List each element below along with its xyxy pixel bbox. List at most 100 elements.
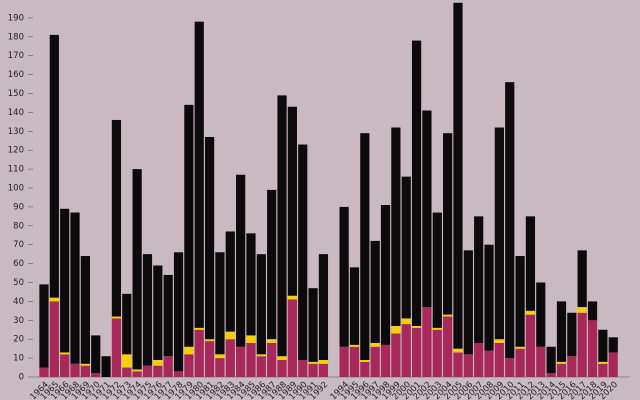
bar-segment [80,363,90,366]
bar-segment [494,127,504,340]
bar-segment [474,216,484,343]
bar-segment [39,367,49,377]
bar-segment [91,335,101,374]
bar-segment [339,346,349,377]
bar-segment [546,346,556,374]
bar-segment [91,373,101,377]
y-tick-label: 160 [8,70,24,80]
bar-segment [122,367,132,377]
bar-segment [184,104,194,347]
bar-segment [463,250,473,355]
bar-segment [577,250,587,308]
y-tick-label: 170 [8,51,24,61]
bar-segment [587,320,598,377]
bar-segment [132,371,142,377]
bar-segment [598,329,608,362]
y-tick-label: 60 [13,259,24,269]
bar-segment [484,244,494,351]
y-tick-label: 190 [8,13,24,23]
bar-segment [370,240,380,343]
bar-segment [318,359,329,364]
bar-segment [39,284,49,368]
bar-segment [515,346,525,349]
bar-segment [122,354,132,368]
bar-segment [339,206,349,347]
bar-segment [536,346,546,377]
bar-segment [153,265,163,360]
bar-segment [515,256,525,347]
bar-segment [225,331,235,340]
bar-segment [370,346,380,377]
y-tick-label: 180 [8,32,24,42]
bar-segment [267,339,277,343]
bar-segment [443,316,453,377]
bar-segment [484,350,494,377]
bar-segment [142,254,153,366]
bar-segment [380,205,391,345]
bar-segment [505,82,515,359]
bar-segment [70,212,80,364]
y-tick-label: 10 [13,354,24,364]
bar-segment [132,369,142,372]
bar-segment [49,301,59,377]
bar-segment [70,363,80,377]
bar-segment [318,363,329,377]
bar-segment [173,252,184,372]
bar-segment [111,318,122,377]
bar-segment [360,361,370,377]
bar-segment [443,314,453,317]
y-tick-label: 50 [13,278,24,288]
bar-segment [204,341,215,377]
bar-segment [298,144,308,360]
bar-segment [391,127,401,326]
bar-segment [401,318,411,325]
bar-segment [598,361,608,364]
bar-segment [318,254,329,360]
bar-segment [101,356,111,377]
bar-segment [287,299,297,377]
bar-segment [60,208,70,353]
bar-segment [256,354,266,357]
bar-segment [225,231,235,332]
bar-segment [432,212,442,328]
bar-segment [246,342,256,377]
bar-segment [225,339,235,377]
bar-segment [536,282,546,347]
bar-segment [587,301,598,321]
bar-segment [80,365,90,377]
bar-segment [111,119,122,317]
bar-segment [236,174,246,347]
bar-segment [215,358,225,377]
bar-segment [287,295,297,300]
bar-segment [298,359,308,377]
bar-segment [577,312,587,377]
bar-segment [453,348,463,353]
bar-segment [194,21,204,328]
bar-segment [608,352,618,377]
bar-segment [432,327,442,330]
bar-segment [153,365,163,377]
bar-segment [184,346,194,355]
bar-segment [132,169,142,370]
y-tick-label: 120 [8,146,24,156]
bar-segment [598,363,608,377]
bar-segment [556,301,567,362]
bar-segment [153,359,163,366]
bar-segment [308,288,318,362]
bar-segment [111,316,122,319]
bar-segment [215,354,225,359]
y-tick-label: 80 [13,221,24,231]
bar-segment [204,136,215,340]
bar-segment [401,176,411,319]
bar-segment [60,354,70,377]
bar-segment [163,356,173,377]
bar-segment [567,356,577,377]
bar-segment [80,256,90,364]
bar-segment [525,310,536,315]
bar-segment [370,342,380,347]
bar-segment [49,297,59,302]
y-tick-label: 100 [8,184,24,194]
bar-segment [277,95,287,357]
bar-segment [505,358,515,377]
